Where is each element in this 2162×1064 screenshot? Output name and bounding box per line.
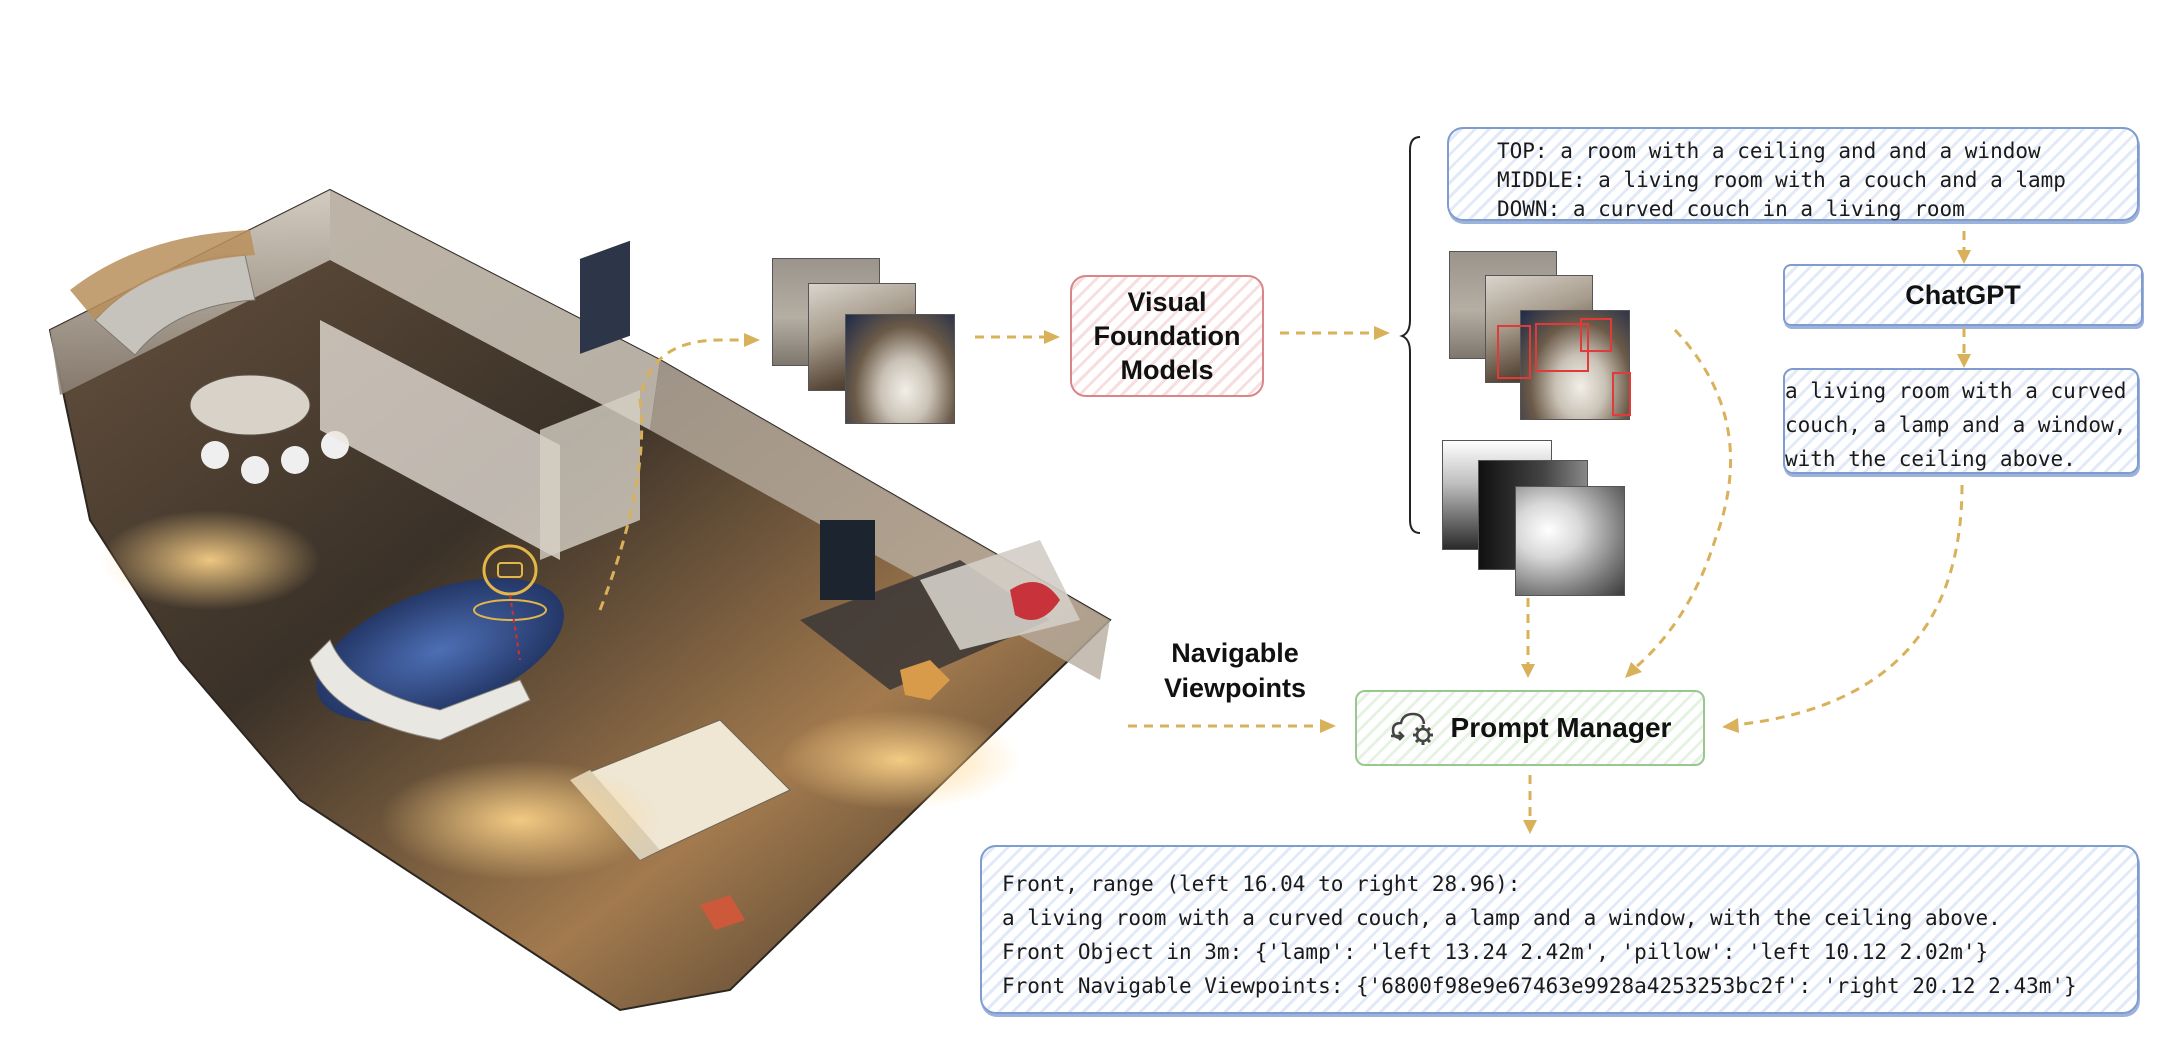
outputs-bracket: [1399, 136, 1421, 534]
chatgpt-box: ChatGPT: [1783, 264, 2143, 326]
visual-foundation-models-box: Visual Foundation Models: [1070, 275, 1264, 397]
chatgpt-label: ChatGPT: [1905, 280, 2021, 310]
navigable-label-line-2: Viewpoints: [1163, 673, 1307, 703]
house-wall-back-right: [330, 190, 660, 430]
detection-box-4: [1612, 372, 1631, 416]
scene-summary-box: a living room with a curved couch, a lam…: [1783, 368, 2139, 474]
arrow-summary-to-pm: [1734, 484, 1964, 727]
house-scan-illustration: [48, 188, 1112, 1012]
depth-thumb-down: [1515, 486, 1625, 596]
view-captions-box: TOP: a room with a ceiling and and a win…: [1447, 127, 2139, 221]
detection-box-3: [1580, 318, 1612, 352]
arrow-agent-to-views: [598, 338, 750, 611]
vfm-label-line-2: Foundation: [1093, 321, 1241, 351]
dining-table: [189, 374, 311, 436]
summary-line-1: a living room with a curved: [1785, 379, 2127, 403]
output-prompt-box: Front, range (left 16.04 to right 28.96)…: [980, 845, 2139, 1014]
navigable-viewpoints-label: Navigable Viewpoints: [1125, 636, 1345, 706]
detection-box-2: [1535, 323, 1589, 372]
agent-camera-icon: [473, 544, 547, 661]
detection-box-1: [1497, 325, 1531, 379]
summary-line-2: couch, a lamp and a window,: [1785, 413, 2127, 437]
arrow-detection-to-pm: [1634, 328, 1732, 670]
view-thumb-down: [845, 314, 955, 424]
output-line-4: Front Navigable Viewpoints: {'6800f98e9e…: [1002, 974, 2077, 998]
vfm-label-line-3: Models: [1120, 355, 1214, 385]
caption-down: DOWN: a curved couch in a living room: [1497, 197, 1965, 221]
summary-line-3: with the ceiling above.: [1785, 447, 2076, 471]
output-line-1: Front, range (left 16.04 to right 28.96)…: [1002, 872, 1521, 896]
output-line-3: Front Object in 3m: {'lamp': 'left 13.24…: [1002, 940, 1989, 964]
cloud-gear-icon: [1390, 712, 1433, 745]
navigable-label-line-1: Navigable: [1171, 638, 1299, 668]
caption-top: TOP: a room with a ceiling and and a win…: [1497, 139, 2041, 163]
vfm-label-line-1: Visual: [1127, 287, 1207, 317]
ottoman: [900, 660, 950, 700]
caption-middle: MIDDLE: a living room with a couch and a…: [1497, 168, 2066, 192]
output-line-2: a living room with a curved couch, a lam…: [1002, 906, 2001, 930]
prompt-manager-label: Prompt Manager: [1450, 712, 1672, 743]
blue-rug: [316, 578, 564, 722]
prompt-manager-box: Prompt Manager: [1355, 690, 1705, 766]
